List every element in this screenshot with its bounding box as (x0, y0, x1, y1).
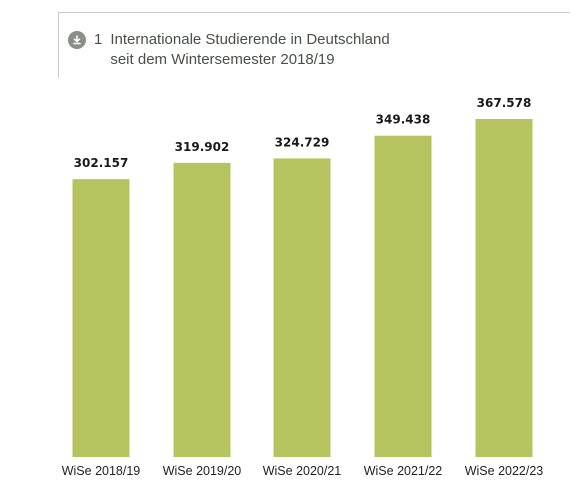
figure-title-line1: Internationale Studierende in Deutschlan… (110, 31, 390, 48)
value-label-5: 367.578 (477, 96, 532, 110)
bar-1 (72, 179, 130, 458)
bar-4 (374, 135, 432, 457)
figure-title: Internationale Studierende in Deutschlan… (110, 30, 389, 70)
card-border-top (58, 12, 570, 13)
figure-header: 1 Internationale Studierende in Deutschl… (68, 30, 390, 70)
x-tick-label-1: WiSe 2018/19 (62, 464, 141, 478)
figure-title-line2: seit dem Wintersemester 2018/19 (110, 51, 335, 68)
download-icon[interactable] (68, 31, 86, 49)
value-label-1: 302.157 (74, 156, 129, 170)
value-label-3: 324.729 (275, 135, 330, 149)
card-border-left (58, 12, 59, 78)
bar-3 (273, 158, 331, 457)
value-label-4: 349.438 (376, 113, 431, 127)
value-label-2: 319.902 (175, 140, 230, 154)
bar-5 (475, 119, 533, 457)
x-tick-label-5: WiSe 2022/23 (465, 464, 544, 478)
x-tick-label-2: WiSe 2019/20 (163, 464, 242, 478)
figure-number: 1 (94, 31, 103, 48)
x-tick-label-4: WiSe 2021/22 (364, 464, 443, 478)
x-tick-label-3: WiSe 2020/21 (263, 464, 342, 478)
bar-2 (173, 162, 231, 457)
